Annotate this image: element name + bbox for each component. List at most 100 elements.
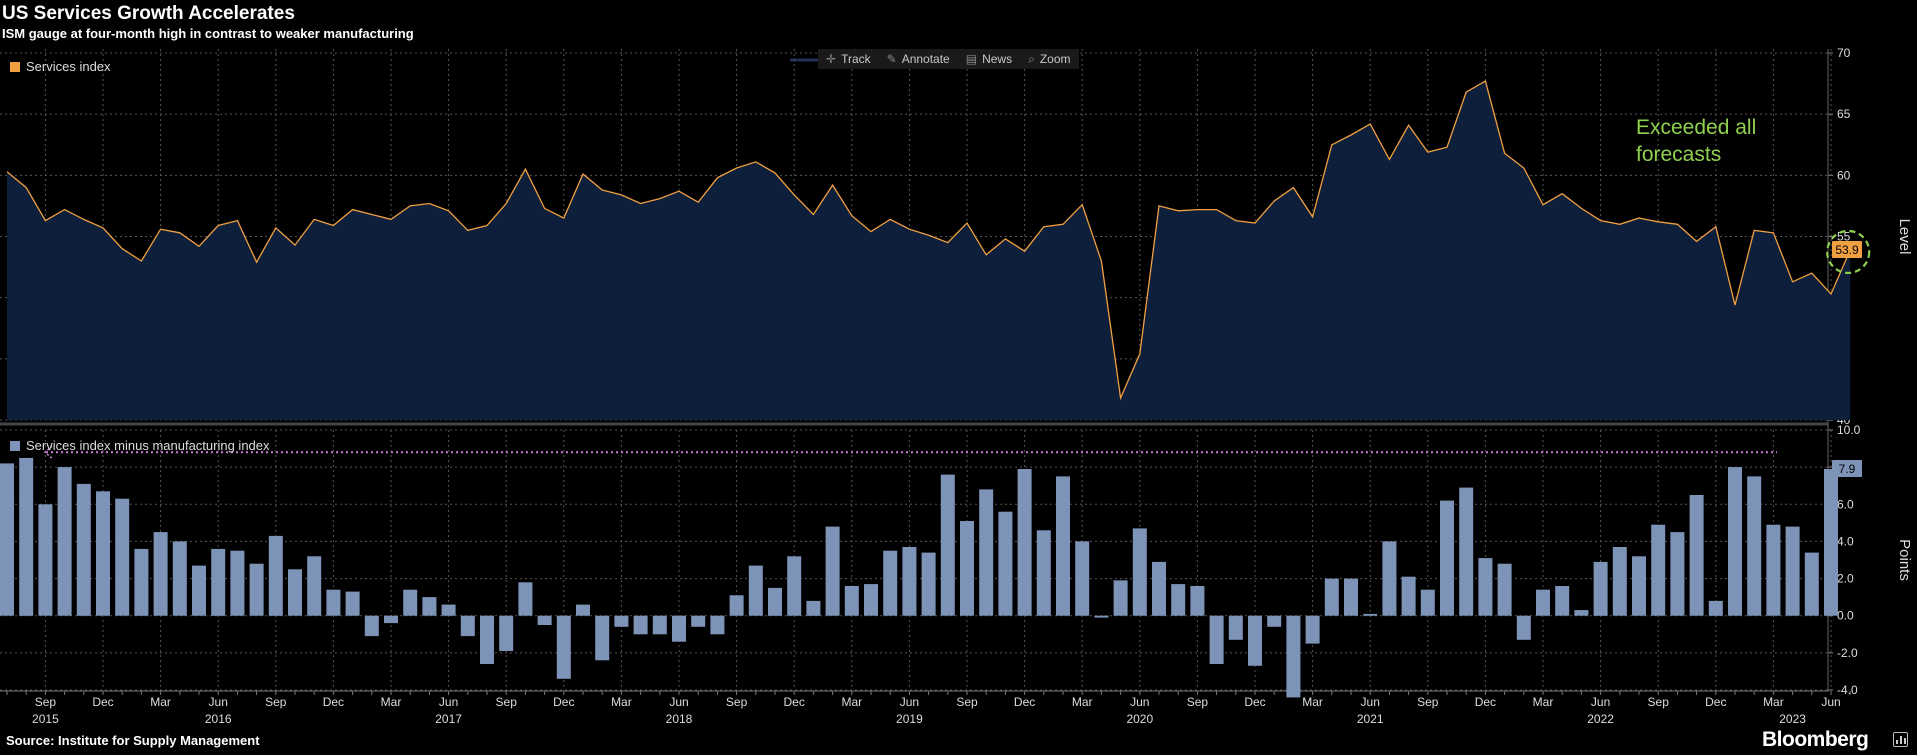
x-year-label: 2020 [1126,712,1153,726]
x-year-label: 2018 [666,712,693,726]
bottom-last-value-label: 7.9 [1839,462,1856,476]
x-month-label: Mar [150,695,171,709]
diff-bar [1766,524,1781,616]
bottom-last-value-badge [1832,460,1862,477]
x-month-label: Sep [726,695,748,709]
diff-bar [768,587,782,616]
diff-bar [249,563,264,616]
diff-bar [1420,589,1435,616]
diff-bar [1382,541,1397,616]
diff-bar [1228,615,1243,640]
diff-bar [0,463,14,616]
diff-bar [1708,600,1723,616]
diff-bar [1632,556,1646,616]
annotate-tool-button[interactable]: ✎ Annotate [879,49,958,69]
x-month-label: Mar [1072,695,1093,709]
diff-bar [230,550,245,616]
diff-bar [825,526,840,616]
x-year-label: 2021 [1357,712,1384,726]
diff-bar [1152,561,1166,616]
diff-bar [172,541,187,616]
diff-bar [1536,589,1550,616]
diff-bar [960,521,974,616]
diff-bar [1286,615,1301,698]
x-month-label: Mar [1302,695,1323,709]
diff-bar [1017,469,1032,616]
x-month-label: Jun [209,695,228,709]
chart-title: US Services Growth Accelerates [2,3,295,24]
diff-bar [556,615,571,679]
services-area-fill [7,81,1851,420]
reference-arrow-head [43,445,53,459]
diff-bar [844,586,859,616]
annotate-label: Annotate [901,52,950,66]
diff-bar [672,615,686,642]
x-month-label: Dec [92,695,113,709]
x-month-label: Jun [1130,695,1149,709]
diff-bar [998,511,1013,616]
diff-bar [652,615,667,635]
x-month-label: Jun [1361,695,1380,709]
diff-bar [345,591,360,616]
diff-bar [1075,541,1090,616]
diff-bar [307,556,322,616]
pencil-icon: ✎ [886,52,897,66]
diff-bar [268,535,283,616]
diff-bar [1056,476,1070,616]
diff-bar [1824,469,1838,616]
news-tool-button[interactable]: ▤ News [958,49,1020,69]
bottom-legend: Services index minus manufacturing index [10,438,270,453]
x-year-label: 2023 [1779,712,1806,726]
x-month-label: Mar [1533,695,1554,709]
x-month-label: Dec [1705,695,1726,709]
x-month-label: Jun [900,695,919,709]
diff-bar [1113,580,1128,616]
x-month-label: Sep [1187,695,1209,709]
top-last-value-label: 53.9 [1835,243,1859,257]
x-month-label: Mar [1763,695,1784,709]
diff-bar [1651,524,1666,616]
bottom-y-tick-label: 4.0 [1837,534,1854,548]
diff-bar [633,615,648,635]
diff-bar [1593,561,1608,616]
diff-bar [1440,500,1454,616]
diff-bar [1324,578,1339,616]
source-note: Source: Institute for Supply Management [6,733,260,748]
diff-bar [576,604,590,616]
x-month-label: Dec [553,695,574,709]
diff-bar [1248,615,1262,666]
x-year-label: 2022 [1587,712,1614,726]
diff-bar [460,615,475,637]
x-month-label: Dec [1244,695,1265,709]
diff-bar [403,589,418,616]
diff-bar [1612,547,1627,616]
x-month-label: Mar [841,695,862,709]
diff-bar [1689,495,1704,616]
x-month-label: Jun [1591,695,1610,709]
diff-bar [1670,532,1685,616]
zoom-label: Zoom [1039,52,1071,66]
x-year-label: 2019 [896,712,923,726]
diff-bar [1401,576,1416,616]
zoom-tool-button[interactable]: ⌕ Zoom [1020,49,1078,69]
diff-bar [710,615,725,635]
x-month-label: Dec [323,695,344,709]
x-month-label: Sep [265,695,287,709]
diff-bar [326,589,341,616]
diff-bar [153,532,168,616]
diff-bar [1267,615,1282,627]
x-month-label: Sep [1648,695,1670,709]
diff-bar [288,569,302,616]
diff-bar [1785,526,1800,616]
bloomberg-logo: Bloomberg [1762,728,1869,751]
diff-bar [864,584,878,616]
x-year-label: 2017 [435,712,462,726]
diff-bar [1478,558,1493,616]
x-month-label: Mar [611,695,632,709]
bottom-y-tick-label: 2.0 [1837,572,1854,586]
diff-bar [518,582,533,616]
diff-bar [1171,584,1186,616]
x-month-label: Jun [1821,695,1840,709]
services-swatch [10,61,20,72]
track-tool-button[interactable]: ✛ Track [818,49,879,69]
